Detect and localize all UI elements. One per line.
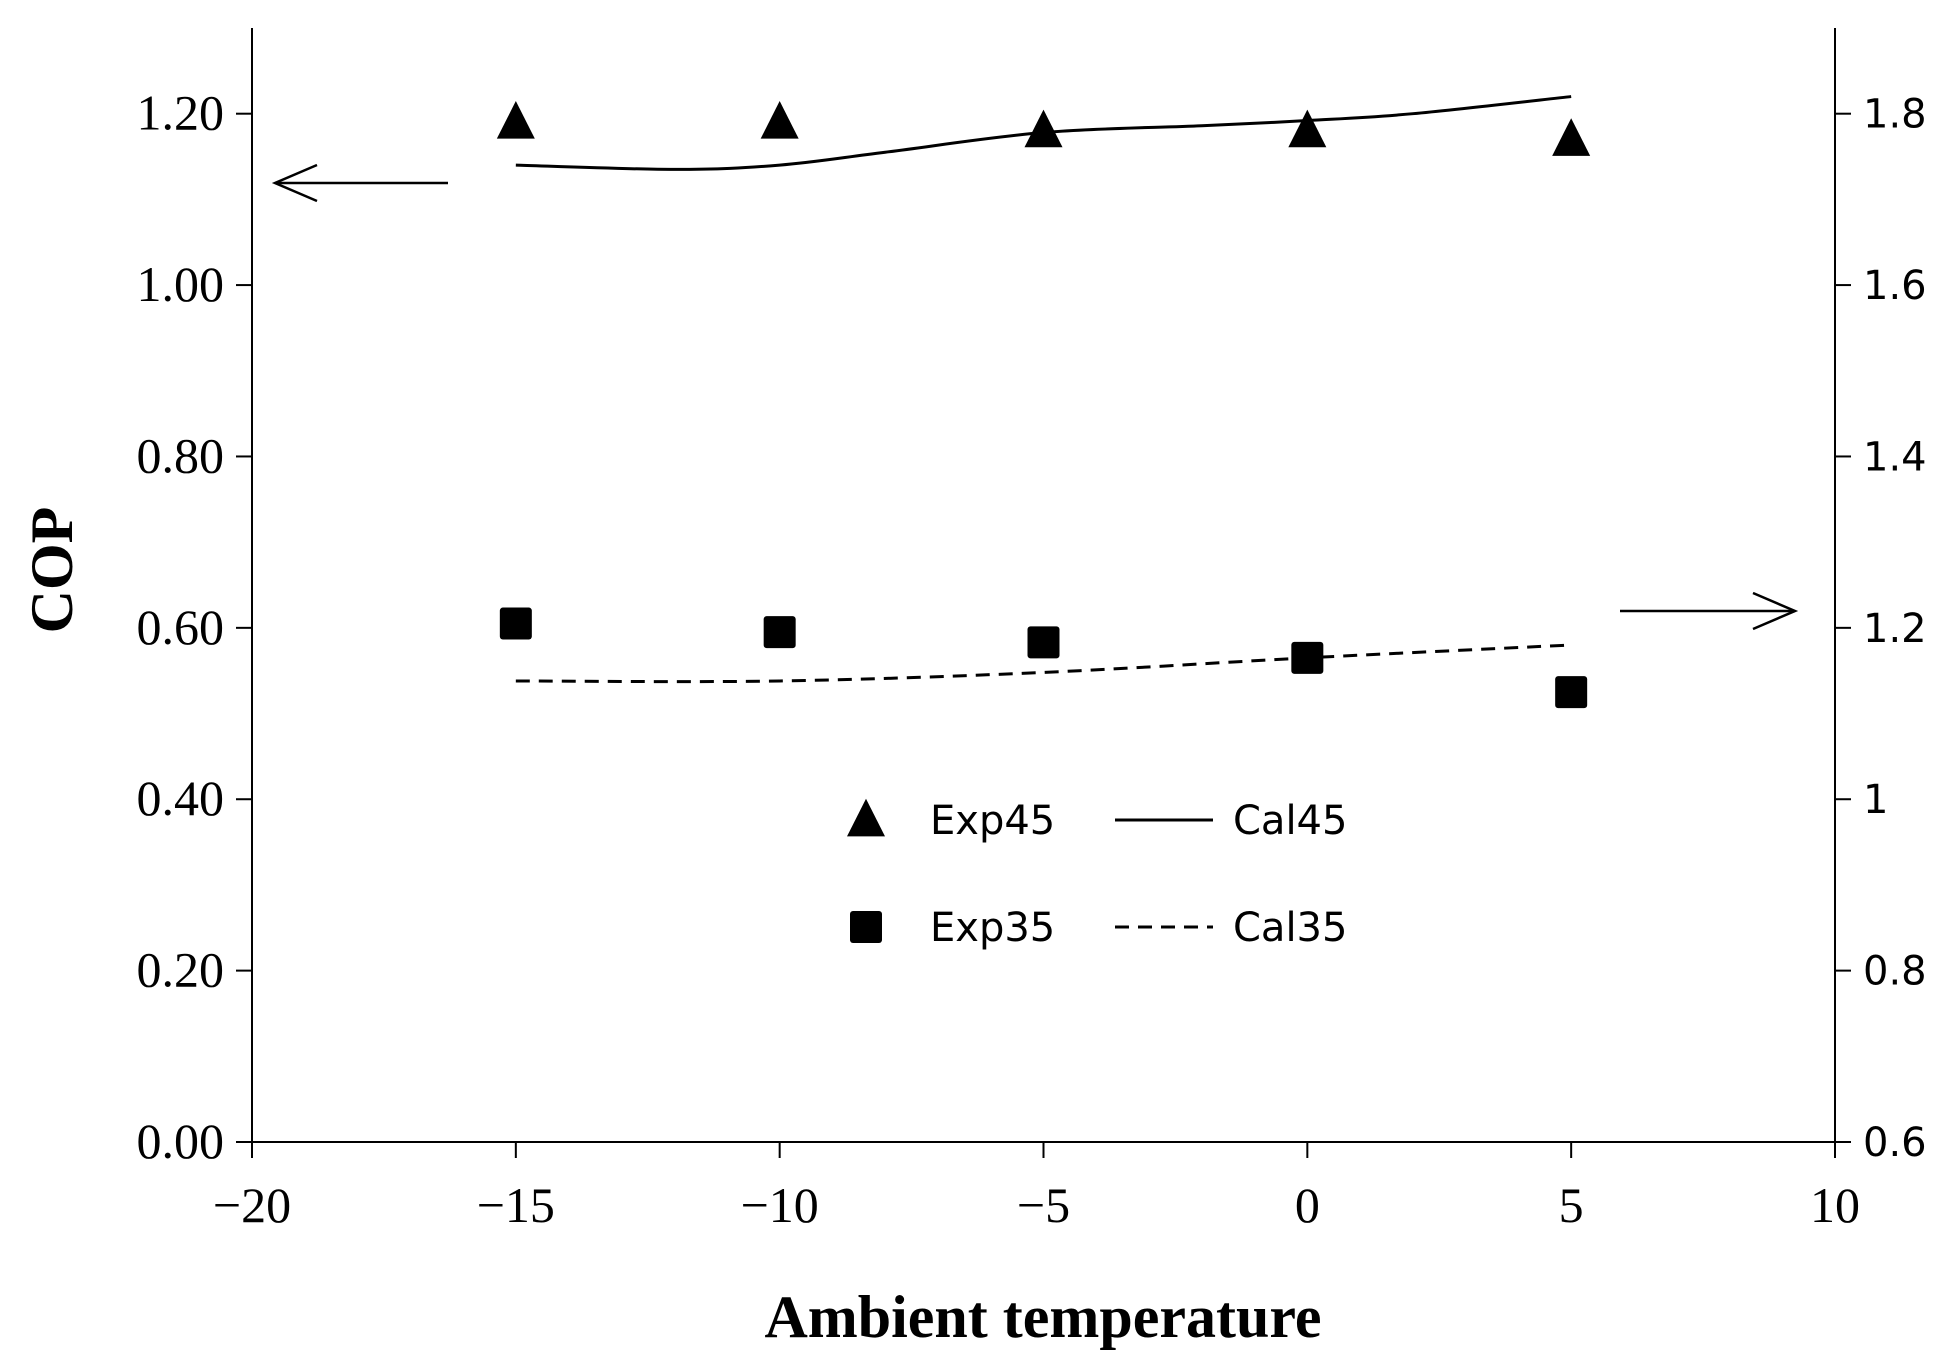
cal45-line [515, 95, 1572, 171]
legend-exp45-label: Exp45 [930, 798, 1055, 844]
exp35-point [1555, 676, 1588, 709]
exp35-point [763, 616, 796, 649]
right-tick-label: 1 [1863, 777, 1888, 823]
x-tick-label: 5 [1559, 1177, 1584, 1233]
right-tick-label: 1.6 [1863, 263, 1927, 309]
exp45-point [1024, 109, 1063, 148]
right-tick-label: 1.2 [1863, 606, 1927, 652]
exp35-point [1027, 626, 1060, 659]
cal35-line [515, 643, 1572, 684]
legend-cal45-label: Cal45 [1233, 798, 1347, 844]
x-tick-label: −10 [741, 1177, 819, 1233]
exp35-point [499, 607, 532, 640]
exp45-point [1552, 118, 1591, 156]
left-tick-label: 1.00 [137, 256, 225, 312]
left-tick-label: 0.80 [137, 427, 225, 483]
left-tick-label: 0.40 [137, 770, 225, 826]
data-marks [496, 95, 1591, 709]
legend-exp35-label: Exp35 [930, 905, 1055, 951]
x-tick-label: −20 [213, 1177, 291, 1233]
y-axis-title: COP [19, 507, 85, 634]
left-tick-label: 0.00 [137, 1113, 225, 1169]
right-arrow-head [1752, 591, 1799, 631]
legend-cal35-label: Cal35 [1233, 905, 1347, 951]
legend-exp35-marker [850, 911, 882, 943]
exp45-point [1288, 109, 1327, 148]
legend-exp45-marker [847, 798, 885, 837]
x-axis-title: Ambient temperature [764, 1284, 1321, 1350]
left-tick-label: 1.20 [137, 85, 225, 141]
x-tick-label: −15 [477, 1177, 555, 1233]
right-tick-label: 1.8 [1863, 92, 1927, 138]
legend: Exp45 Cal45 Exp35 Cal35 [847, 798, 1347, 951]
right-tick-label: 0.6 [1863, 1120, 1927, 1166]
exp45-point [496, 101, 535, 139]
ticks: 0.00 0.20 0.40 0.60 0.80 1.00 1.20 0.6 0.8 1 1.2 1.… [137, 85, 1927, 1233]
right-tick-label: 0.8 [1863, 949, 1927, 995]
left-tick-label: 0.60 [137, 599, 225, 655]
left-arrow-head [271, 163, 318, 203]
x-tick-label: 10 [1810, 1177, 1860, 1233]
exp45-point [760, 101, 799, 139]
axis-arrows [271, 163, 1799, 631]
x-tick-label: 0 [1295, 1177, 1320, 1233]
x-tick-label: −5 [1017, 1177, 1070, 1233]
right-tick-label: 1.4 [1863, 434, 1927, 480]
axes [251, 28, 1836, 1143]
left-tick-label: 0.20 [137, 942, 225, 998]
